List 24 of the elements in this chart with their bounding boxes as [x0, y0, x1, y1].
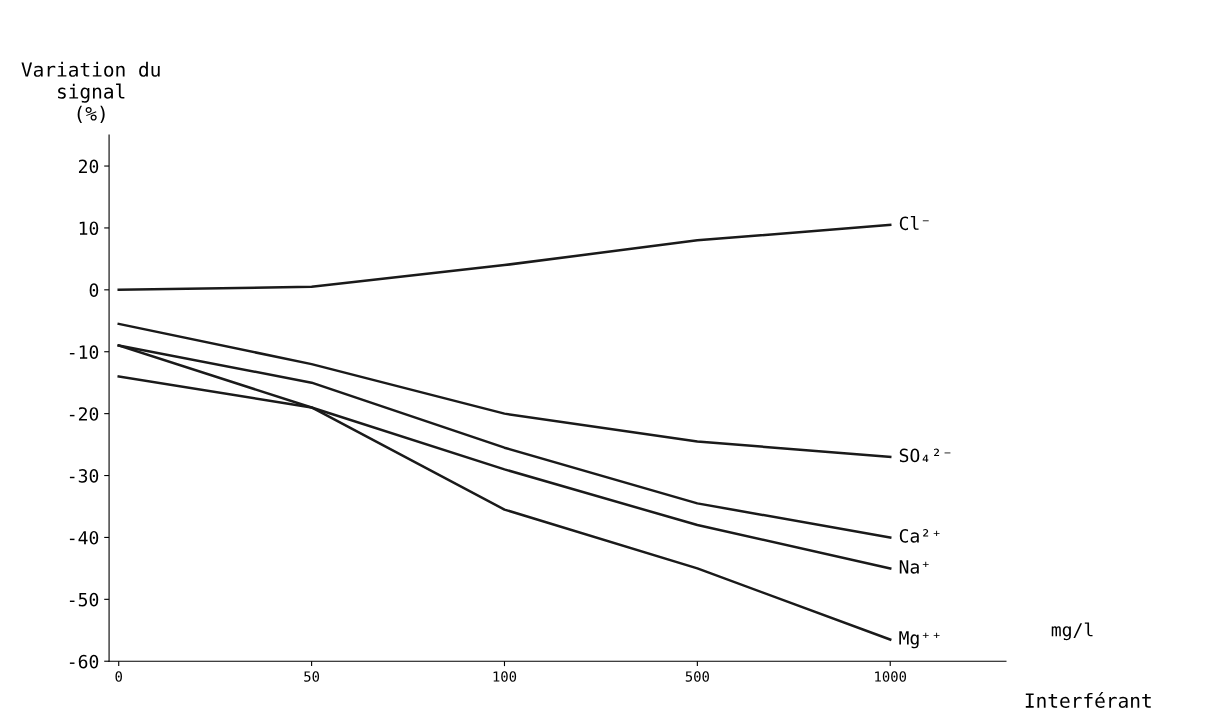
series-label: Mg⁺⁺	[899, 631, 940, 649]
series-label: SO₄²⁻	[899, 448, 951, 463]
y-tick-label: -60	[69, 654, 99, 669]
series-label: Ca²⁺	[899, 529, 940, 543]
x-tick-label: 0	[115, 671, 122, 682]
y-tick-label: 10	[79, 221, 99, 236]
series-label: Cl⁻	[899, 216, 929, 231]
x-tick-label: 500	[685, 671, 709, 682]
line-series	[117, 223, 892, 292]
y-tick-label: -20	[69, 407, 99, 421]
y-tick-label: 20	[78, 159, 99, 174]
x-tick-label: 100	[493, 671, 517, 682]
x-tick-label: 1000	[875, 671, 907, 682]
x-axis-title: Interférant	[1025, 692, 1151, 708]
y-tick-label: -30	[69, 469, 99, 483]
y-axis-title: Variation du signal (%)	[21, 61, 160, 124]
y-tick-label: -50	[69, 592, 99, 607]
x-tick-label: 50	[304, 671, 320, 682]
text: mg/l	[1051, 622, 1093, 641]
y-tick-label: -40	[69, 530, 99, 545]
y-tick-label: 0	[89, 283, 99, 297]
line-series	[117, 322, 892, 459]
y-tick-label: -10	[69, 345, 99, 359]
series-label: Na⁺	[899, 560, 929, 574]
